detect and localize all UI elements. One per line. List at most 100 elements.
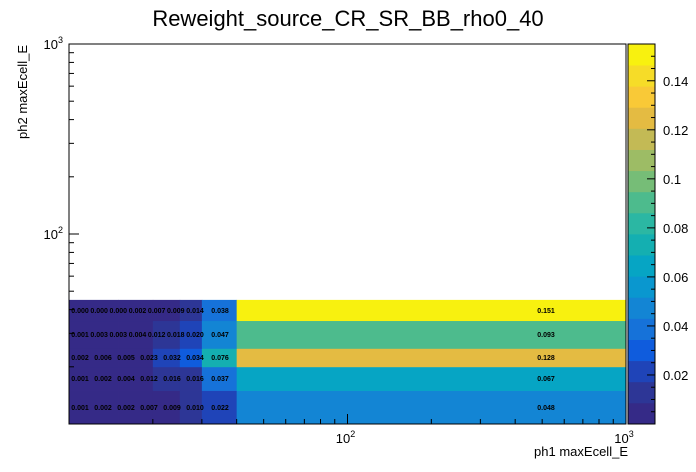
heatmap-cell — [118, 348, 154, 368]
cell-value-label: 0.000 — [71, 308, 89, 315]
heatmap-cell — [201, 320, 238, 349]
colorbar-tick-label: 0.06 — [663, 270, 688, 285]
heatmap-cell — [179, 299, 203, 322]
cell-value-label: 0.128 — [537, 355, 555, 362]
cell-value-label: 0.007 — [140, 405, 158, 412]
cell-value-label: 0.004 — [129, 332, 147, 339]
colorbar-tick-label: 0.1 — [663, 172, 681, 187]
cell-value-label: 0.048 — [537, 405, 555, 412]
cell-value-label: 0.001 — [71, 405, 89, 412]
colorbar-swatch — [628, 128, 655, 150]
cell-value-label: 0.000 — [110, 308, 128, 315]
heatmap-cell — [69, 348, 119, 368]
x-axis-ticks: 102 103 — [68, 414, 634, 446]
cell-value-label: 0.004 — [117, 376, 135, 383]
colorbar-swatch — [628, 318, 655, 340]
heatmap-cell — [152, 299, 181, 322]
chart-title: Reweight_source_CR_SR_BB_rho0_40 — [152, 6, 543, 31]
colorbar-border — [627, 43, 656, 425]
colorbar-swatch — [628, 255, 655, 277]
heatmap-cell — [69, 320, 119, 349]
cell-value-label: 0.023 — [140, 355, 158, 362]
colorbar-swatch — [628, 360, 655, 383]
colorbar-tick-label: 0.12 — [663, 123, 688, 138]
cell-value-label: 0.047 — [211, 332, 229, 339]
colorbar-swatch — [628, 149, 655, 172]
cell-value-label: 0.003 — [90, 332, 108, 339]
colorbar-swatch — [628, 276, 655, 298]
heatmap-cell — [152, 320, 181, 349]
heatmap-cell — [118, 299, 154, 322]
colorbar-swatch — [628, 65, 655, 87]
colorbar-swatch — [628, 170, 655, 193]
heatmap-cell — [179, 348, 203, 368]
x-tick-label: 102 — [336, 429, 355, 446]
cell-value-label: 0.010 — [186, 405, 204, 412]
heatmap-cell — [179, 320, 203, 349]
colorbar-tick-label: 0.04 — [663, 319, 688, 334]
y-tick-label: 103 — [44, 35, 63, 52]
y-tick-label: 102 — [44, 225, 63, 242]
heatmap-cell — [201, 348, 238, 368]
cell-value-label: 0.006 — [94, 355, 112, 362]
cell-value-label: 0.012 — [148, 332, 166, 339]
cell-value-label: 0.012 — [140, 376, 158, 383]
heatmap-cell — [69, 299, 119, 322]
cell-value-label: 0.093 — [537, 332, 555, 339]
colorbar-swatch — [628, 86, 655, 108]
heatmap-cell — [118, 366, 154, 391]
cell-value-label: 0.001 — [71, 332, 89, 339]
cell-value-label: 0.002 — [129, 308, 147, 315]
heatmap-cell — [69, 390, 119, 425]
colorbar-swatch — [628, 234, 655, 256]
heatmap-cell — [118, 390, 154, 425]
heatmap-cell — [179, 366, 203, 391]
colorbar-swatch — [628, 381, 655, 404]
cell-value-label: 0.002 — [117, 405, 135, 412]
heatmap-cell — [152, 366, 181, 391]
cell-value-label: 0.009 — [163, 405, 181, 412]
x-axis-title: ph1 maxEcell_E — [534, 444, 628, 459]
cell-value-label: 0.016 — [186, 376, 204, 383]
heatmap-cell — [236, 299, 627, 322]
cell-value-label: 0.037 — [211, 376, 229, 383]
cell-value-label: 0.001 — [71, 376, 89, 383]
colorbar-swatch — [628, 191, 655, 214]
cell-value-label: 0.003 — [110, 332, 128, 339]
cell-value-label: 0.005 — [117, 355, 135, 362]
heatmap-cell — [236, 366, 627, 391]
cell-value-label: 0.067 — [537, 376, 555, 383]
heatmap-cell — [236, 390, 627, 425]
y-axis-title: ph2 maxEcell_E — [15, 45, 30, 139]
colorbar-tick-label: 0.02 — [663, 368, 688, 383]
colorbar-swatch — [628, 44, 655, 66]
cell-value-label: 0.018 — [167, 332, 185, 339]
y-axis-ticks: 102 103 — [44, 35, 79, 425]
cell-labels: 0.001 0.002 0.002 0.007 0.009 0.010 0.022 0.048… — [71, 308, 555, 412]
heatmap-cell — [236, 348, 627, 368]
cell-value-label: 0.016 — [163, 376, 181, 383]
colorbar-tick-label: 0.08 — [663, 221, 688, 236]
cell-value-label: 0.007 — [148, 308, 166, 315]
cell-value-label: 0.009 — [167, 308, 185, 315]
heatmap-cell — [152, 390, 181, 425]
cell-value-label: 0.002 — [94, 376, 112, 383]
heatmap-cell — [201, 366, 238, 391]
colorbar-swatch — [628, 107, 655, 129]
heatmap-cells — [69, 299, 627, 425]
heatmap-cell — [152, 348, 181, 368]
colorbar: 0.02 0.04 0.06 0.08 0.1 0.12 0.14 — [627, 43, 688, 425]
colorbar-swatch — [628, 297, 655, 319]
heatmap-cell — [201, 299, 238, 322]
cell-value-label: 0.022 — [211, 405, 229, 412]
cell-value-label: 0.002 — [71, 355, 89, 362]
heatmap-cell — [179, 390, 203, 425]
cell-value-label: 0.076 — [211, 355, 229, 362]
heatmap-cell — [69, 366, 119, 391]
cell-value-label: 0.000 — [90, 308, 108, 315]
colorbar-tick-label: 0.14 — [663, 74, 688, 89]
cell-value-label: 0.034 — [186, 355, 204, 362]
heatmap-cell — [236, 320, 627, 349]
cell-value-label: 0.020 — [186, 332, 204, 339]
